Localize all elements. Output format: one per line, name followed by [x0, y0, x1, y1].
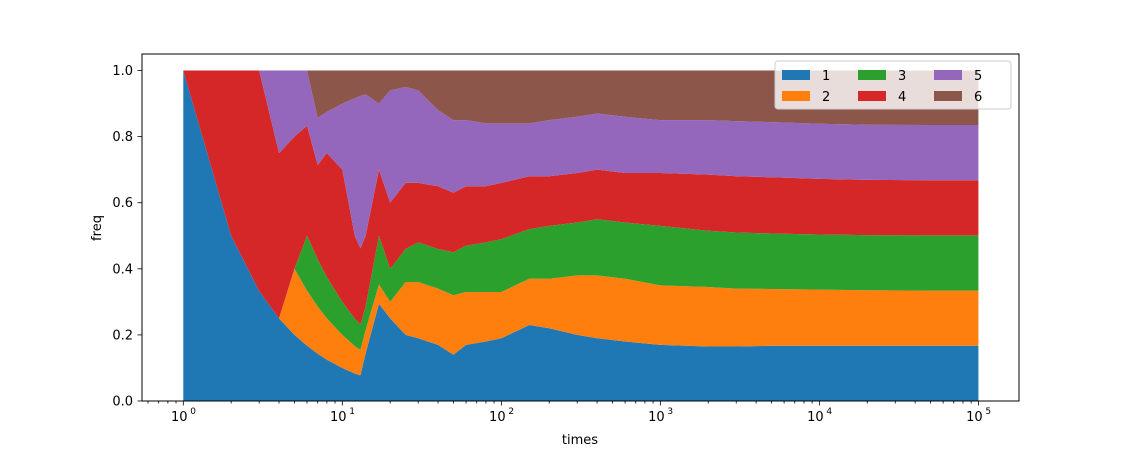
y-axis-ticks: 0.0 0.2 0.4 0.6 0.8 1.0 — [112, 64, 142, 410]
legend-swatch-3 — [858, 70, 886, 80]
legend-swatch-5 — [934, 70, 962, 80]
legend-swatch-1 — [782, 70, 810, 80]
legend-label-6: 6 — [974, 90, 982, 105]
x-tick-label: 10 — [171, 410, 188, 425]
y-tick-label: 1.0 — [112, 64, 133, 79]
area-series-4 — [183, 70, 979, 325]
x-tick-label: 10 — [648, 410, 665, 425]
x-tick-label: 10 — [966, 410, 983, 425]
legend: 1 2 3 4 5 6 — [774, 60, 1012, 110]
x-axis-label: times — [562, 433, 598, 448]
area-series-5 — [183, 70, 979, 249]
legend-label-3: 3 — [898, 69, 906, 84]
y-tick-label: 0.8 — [112, 130, 133, 145]
y-tick-label: 0.0 — [112, 395, 133, 410]
y-axis-label: freq — [90, 215, 105, 241]
legend-label-5: 5 — [974, 69, 982, 84]
x-tick-label-exponent: 5 — [985, 407, 991, 417]
plot-frame — [141, 53, 1020, 402]
area-series-3 — [183, 70, 979, 351]
x-tick-label: 10 — [489, 410, 506, 425]
x-tick-label: 10 — [807, 410, 824, 425]
legend-label-1: 1 — [822, 69, 830, 84]
area-series-1 — [183, 70, 979, 402]
x-tick-label: 10 — [330, 410, 347, 425]
legend-label-2: 2 — [822, 90, 830, 105]
x-tick-label-exponent: 3 — [667, 407, 673, 417]
area-series-group — [183, 70, 979, 402]
x-tick-label-exponent: 1 — [349, 407, 355, 417]
y-tick-label: 0.4 — [112, 262, 133, 277]
x-tick-label-exponent: 0 — [190, 407, 196, 417]
x-axis-ticks: 10 0 10 1 10 2 10 3 10 4 10 5 — [147, 401, 991, 425]
legend-swatch-2 — [782, 91, 810, 101]
x-tick-label-exponent: 4 — [826, 407, 832, 417]
y-tick-label: 0.2 — [112, 328, 133, 343]
area-series-2 — [183, 70, 979, 376]
legend-label-4: 4 — [898, 90, 906, 105]
legend-swatch-4 — [858, 91, 886, 101]
legend-swatch-6 — [934, 91, 962, 101]
y-tick-label: 0.6 — [112, 196, 133, 211]
x-tick-label-exponent: 2 — [508, 407, 514, 417]
